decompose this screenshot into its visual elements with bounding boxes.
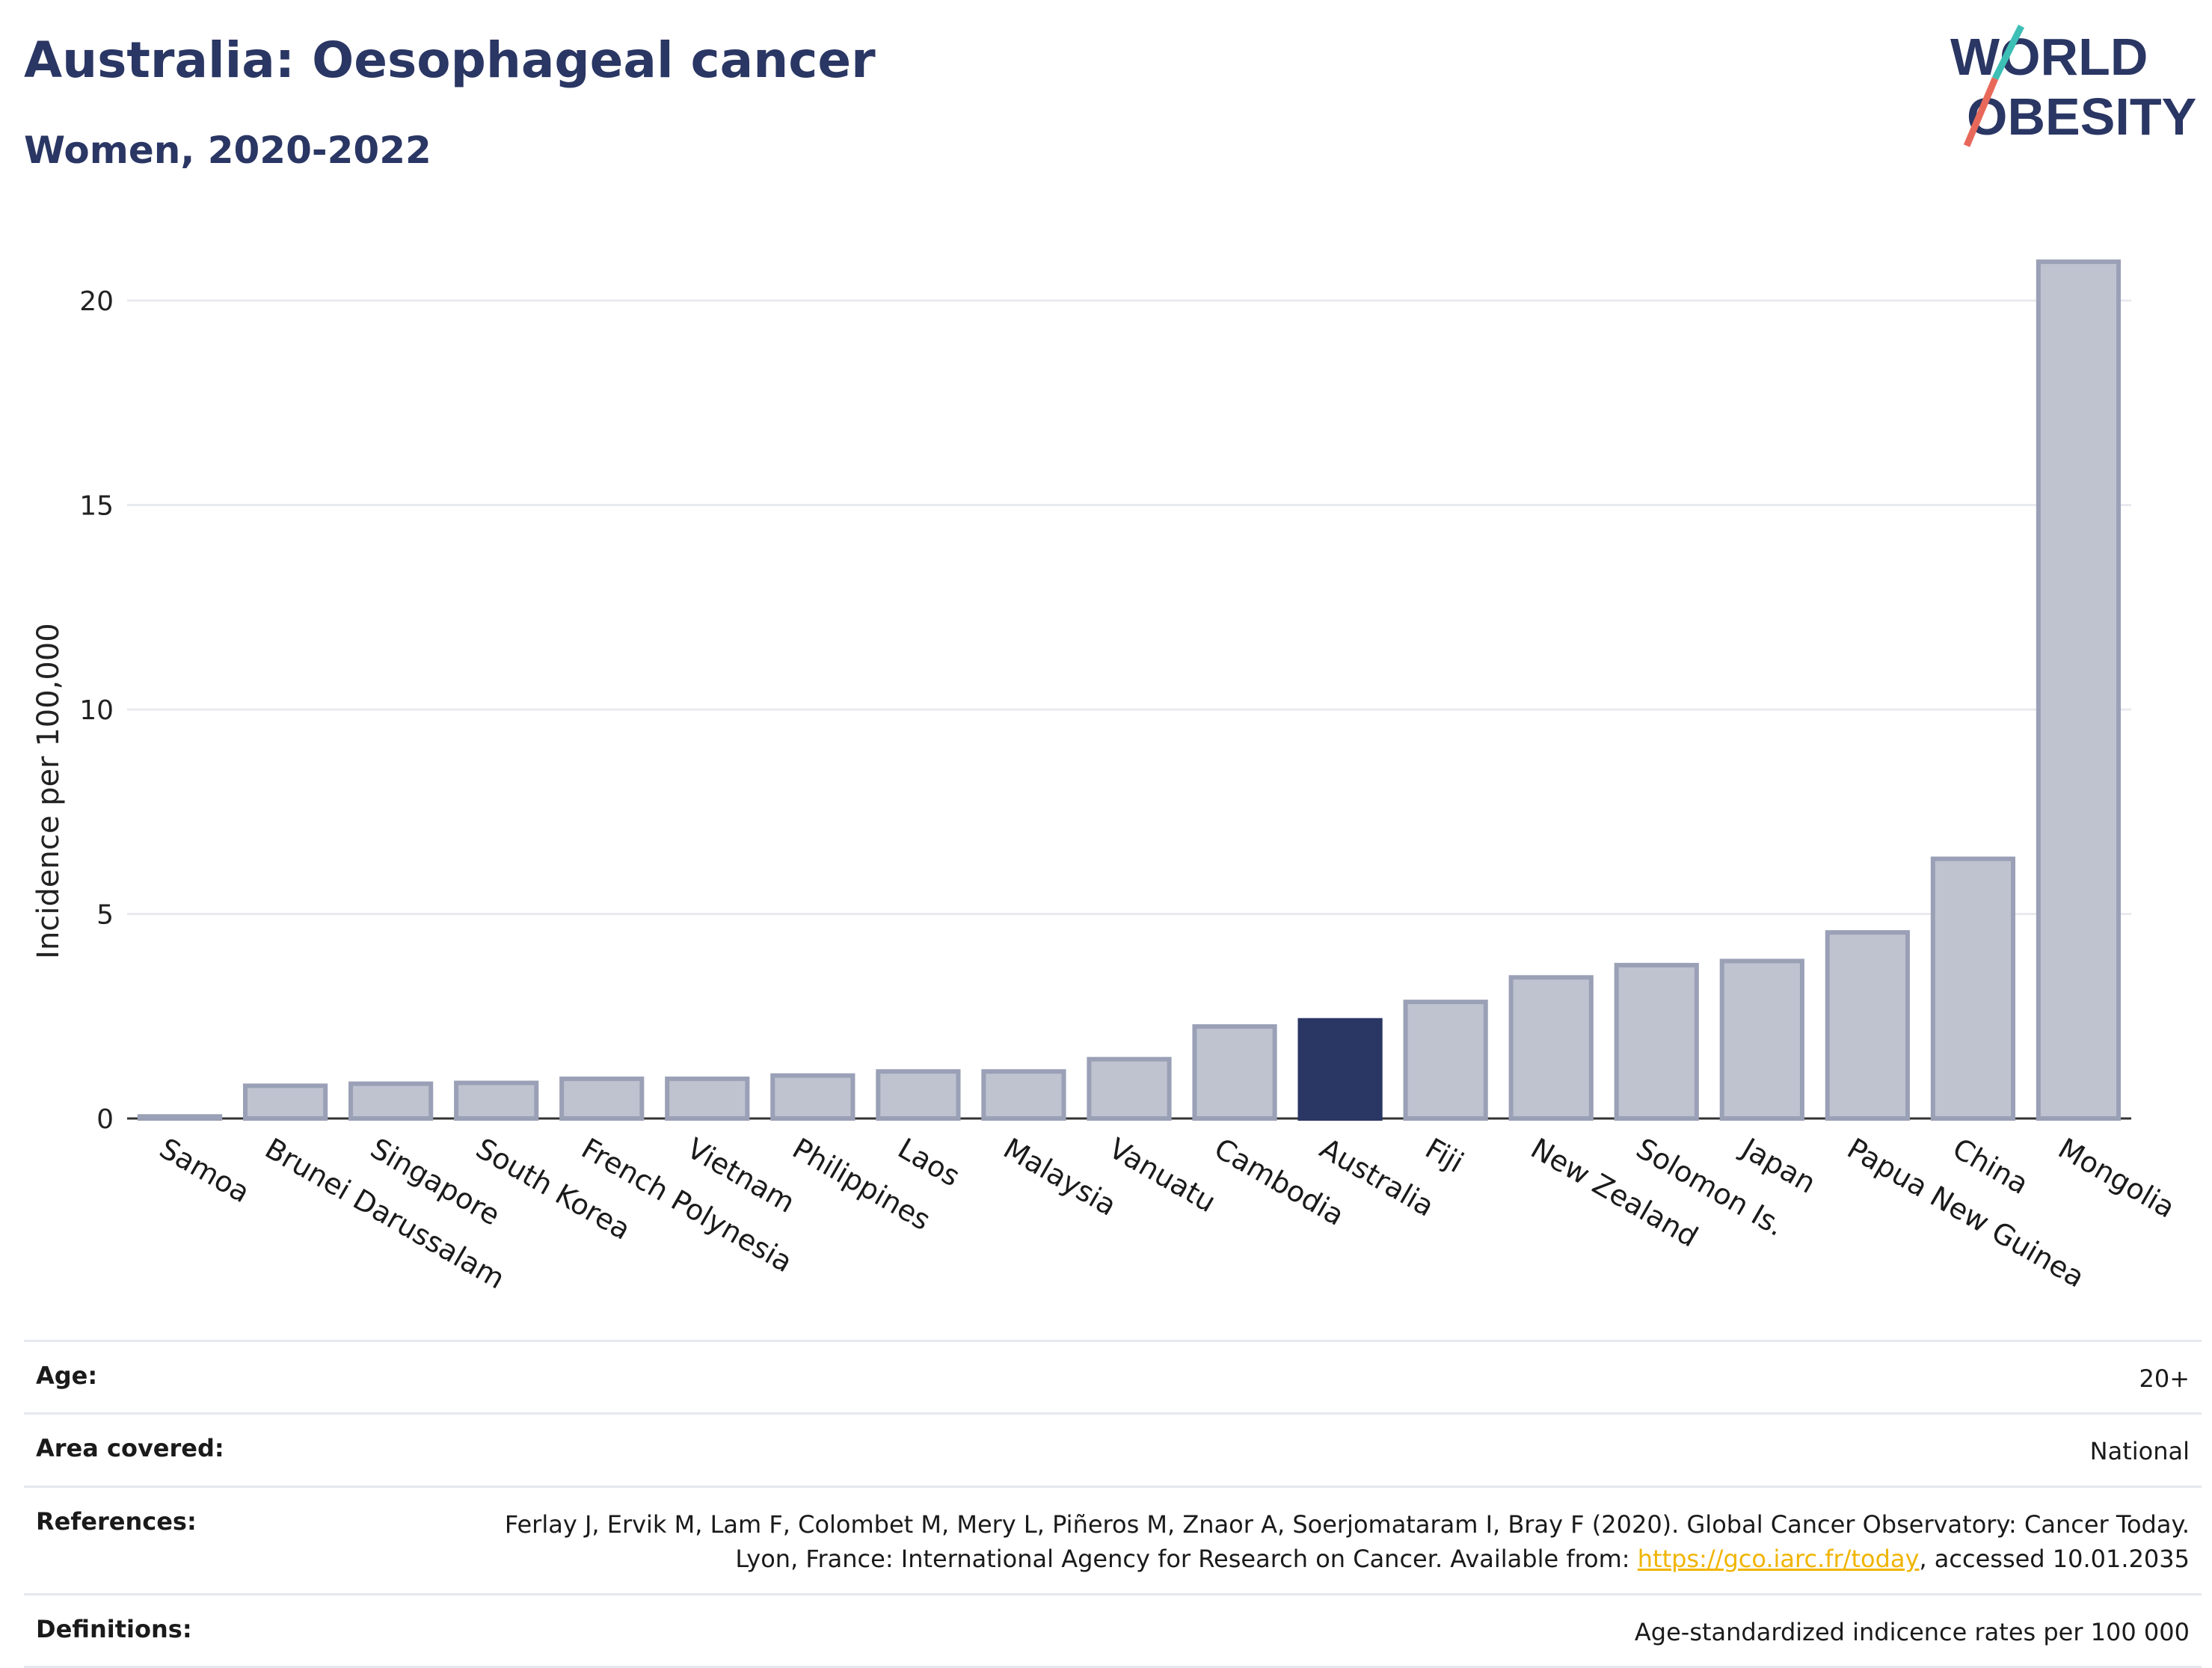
chart-svg: 0 5 10 15 20 Samoa Brunei DarussalamSingapore… [31,259,2181,1296]
logo-slash-bottom [1963,77,1999,147]
references-link[interactable]: https://gco.iarc.fr/today [1637,1545,1920,1574]
logo-line2: OBESITY [1967,87,2196,146]
y-tick-label: 20 [79,286,114,317]
age-label: Age: [36,1361,98,1390]
logo-graphic: WORLD OBESITY [1950,24,2196,147]
bar-mongolia [2036,259,2122,1121]
logo-slash-top [1991,24,2025,81]
references-text: Ferlay J, Ervik M, Lam F, Colombet M, Me… [504,1509,2190,1574]
x-category-label: Laos [892,1132,965,1193]
definitions-value: Age-standardized indicence rates per 100… [1634,1617,2190,1646]
logo-line1: WORLD [1950,28,2148,86]
y-axis-label: Incidence per 100,000 [31,623,66,959]
meta-row-references: References: Ferlay J, Ervik M, Lam F, Co… [24,1485,2202,1593]
area-value: National [2089,1437,2190,1466]
bar-malaysia [981,1069,1066,1121]
bar-japan [1719,958,1804,1121]
references-value: Ferlay J, Ervik M, Lam F, Colombet M, Me… [470,1507,2190,1577]
bar-south-korea [454,1080,539,1121]
x-category-label: Vanuatu [1104,1132,1222,1219]
bar-papua-new-guinea [1825,930,1910,1121]
references-suffix: , accessed 10.01.2035 [1919,1545,2190,1574]
bar-chart: 0 5 10 15 20 Samoa Brunei Darussalam Singapore… [0,194,2212,1316]
x-category-label: Samoa [154,1132,255,1210]
x-category-label: Mongolia [2053,1132,2181,1225]
world-obesity-logo: WORLD OBESITY [1950,22,2197,157]
x-category-label: Fiji [1420,1132,1469,1179]
bar-china [1930,856,2016,1121]
area-label: Area covered: [36,1434,224,1463]
bar-fiji [1403,1000,1488,1121]
references-label: References: [36,1507,197,1536]
bar-laos [876,1069,961,1121]
metadata-table: Age: 20+ Area covered: National Referenc… [24,1340,2202,1668]
age-value: 20+ [2139,1364,2190,1393]
bar-australia [1297,1018,1383,1121]
y-tick-label: 0 [96,1104,114,1135]
y-tick-labels: 0 5 10 15 20 [79,286,114,1135]
y-tick-label: 5 [96,900,114,931]
x-category-label: Malaysia [998,1132,1122,1222]
bar-new-zealand [1508,975,1594,1121]
meta-row-definitions: Definitions: Age-standardized indicence … [24,1592,2202,1668]
bar-singapore [348,1081,434,1121]
meta-row-area: Area covered: National [24,1412,2202,1485]
bar-vanuatu [1087,1056,1172,1121]
meta-row-age: Age: 20+ [24,1340,2202,1412]
bar-solomon-is [1614,962,1699,1121]
bar-brunei-darussalam [242,1083,328,1121]
chart-title: Australia: Oesophageal cancer [24,31,876,89]
bar-samoa [137,1114,223,1121]
bar-philippines [770,1073,855,1121]
chart-subtitle: Women, 2020-2022 [24,129,431,172]
bar-cambodia [1192,1024,1277,1121]
bars [137,259,2122,1121]
bar-french-polynesia [559,1076,645,1121]
definitions-label: Definitions: [36,1614,192,1643]
y-tick-label: 10 [79,695,114,726]
y-tick-label: 15 [79,491,114,522]
bar-vietnam [665,1076,750,1121]
